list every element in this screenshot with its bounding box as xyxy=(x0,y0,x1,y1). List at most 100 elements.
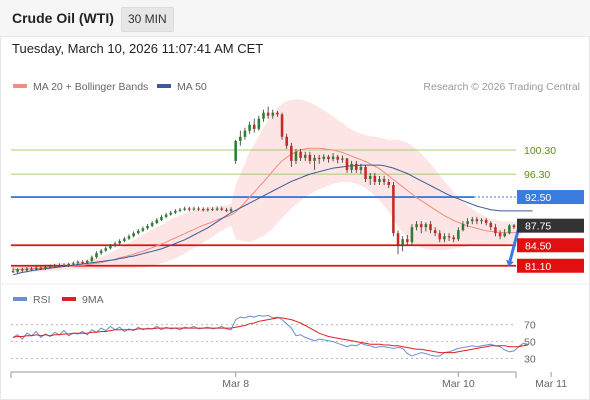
candle xyxy=(95,253,98,258)
candle xyxy=(480,219,483,222)
candle xyxy=(109,245,112,249)
candle xyxy=(285,136,288,146)
candle xyxy=(53,265,57,267)
level-label-100.30: 100.30 xyxy=(524,145,556,157)
level-label-81.10: 81.10 xyxy=(525,261,551,273)
candle xyxy=(503,233,506,237)
candle xyxy=(443,236,446,240)
level-label-81.10-box xyxy=(517,258,584,273)
candle xyxy=(368,175,372,179)
level-label-92.50: 92.50 xyxy=(525,192,551,204)
candle xyxy=(72,263,75,265)
candle xyxy=(317,157,321,160)
candle xyxy=(67,263,70,266)
candle xyxy=(313,157,316,161)
candle xyxy=(355,163,358,170)
candle xyxy=(387,181,391,185)
legend-swatch-ma50 xyxy=(157,84,171,88)
candle xyxy=(197,208,200,210)
legend-swatch-rsi xyxy=(13,297,27,301)
candle xyxy=(373,175,377,182)
candle xyxy=(322,156,326,160)
legend-swatch-ma9 xyxy=(62,297,76,301)
candle xyxy=(76,262,80,264)
candle xyxy=(452,237,455,240)
candle xyxy=(341,158,344,160)
candle xyxy=(429,224,432,231)
rsi-line xyxy=(12,314,528,357)
candle xyxy=(113,243,117,246)
candle xyxy=(90,257,94,261)
bollinger-band xyxy=(13,99,533,274)
candle xyxy=(62,265,66,267)
candle xyxy=(48,266,52,268)
legend-label-ma9: 9MA xyxy=(82,294,104,306)
candle xyxy=(44,266,47,269)
candle xyxy=(229,209,233,211)
candle xyxy=(118,241,121,244)
candle xyxy=(410,227,414,243)
candle xyxy=(466,221,469,225)
timeframe-button[interactable]: 30 MIN xyxy=(121,7,174,32)
candle xyxy=(457,230,460,240)
candle xyxy=(396,233,400,246)
candle xyxy=(406,239,409,243)
candle xyxy=(419,224,423,228)
candle xyxy=(257,118,261,129)
candle xyxy=(160,216,163,220)
rsi-tick-30: 30 xyxy=(524,354,536,366)
candle xyxy=(192,208,196,210)
candle xyxy=(378,178,381,182)
candle xyxy=(470,219,474,222)
candle xyxy=(327,156,330,160)
candle xyxy=(424,224,428,228)
candle xyxy=(484,219,488,223)
candle xyxy=(508,225,511,234)
legend-label-rsi: RSI xyxy=(33,294,51,306)
candle xyxy=(211,209,214,211)
legend-swatch-ma20 xyxy=(13,84,27,88)
level-label-87.75: 87.75 xyxy=(525,221,551,233)
candle xyxy=(262,112,265,119)
candle xyxy=(345,158,349,170)
candle xyxy=(239,136,242,141)
candle xyxy=(25,268,29,271)
candle xyxy=(290,145,293,161)
candle xyxy=(81,262,84,264)
candle xyxy=(243,130,247,137)
candle xyxy=(11,271,15,273)
candle xyxy=(350,163,353,170)
candle xyxy=(438,233,442,240)
candle xyxy=(494,227,497,234)
candle xyxy=(303,154,307,158)
legend-label-ma20: MA 20 + Bollinger Bands xyxy=(33,81,148,93)
candle xyxy=(225,209,228,211)
candle xyxy=(174,210,177,213)
candle xyxy=(141,228,145,231)
candle xyxy=(34,267,38,270)
ma20-line xyxy=(13,147,533,270)
candle xyxy=(178,209,182,211)
candle xyxy=(276,112,279,115)
candle xyxy=(164,214,168,217)
candle xyxy=(280,114,284,137)
candle xyxy=(215,208,219,210)
candle xyxy=(248,124,251,131)
candle xyxy=(433,230,437,234)
candle xyxy=(331,156,335,160)
date-label: Tuesday, March 10, 2026 11:07:41 AM CET xyxy=(12,41,264,56)
candle xyxy=(512,225,516,228)
candle xyxy=(271,112,275,116)
candle xyxy=(201,209,205,211)
candle xyxy=(447,236,451,238)
candle xyxy=(206,209,210,211)
candle xyxy=(58,265,61,267)
candle xyxy=(85,260,89,263)
candle xyxy=(21,269,24,271)
candle xyxy=(401,239,404,246)
forecast-arrow-head xyxy=(506,259,514,267)
candle xyxy=(155,219,159,223)
rsi-tick-70: 70 xyxy=(524,320,536,332)
candle xyxy=(489,222,493,228)
